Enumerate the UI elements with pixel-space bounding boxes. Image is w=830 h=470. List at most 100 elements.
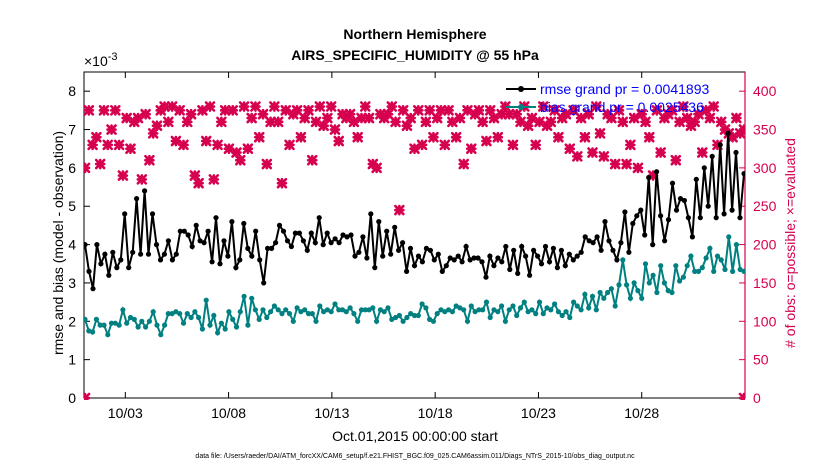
obs-marker [117,170,129,181]
obs-marker [356,112,367,124]
bias-point [650,272,656,278]
rmse-point [654,169,660,175]
rmse-point [527,272,533,278]
bias-point [207,322,213,328]
bias-point [605,289,611,296]
rmse-point [177,228,183,234]
obs-marker [549,105,560,116]
bias-point [620,257,626,263]
obs-marker [91,131,102,143]
rmse-point [467,257,473,263]
bias-point [275,307,281,313]
rmse-point [221,238,227,244]
rmse-point [205,228,211,234]
rmse-point [535,253,541,259]
obs-marker [632,162,644,174]
rmse-point [86,268,92,274]
rmse-point [233,265,239,271]
rmse-point [265,245,271,251]
obs-marker [674,116,685,128]
y-right-tick-label: 300 [753,160,777,176]
rmse-point [566,251,572,257]
obs-marker [250,101,261,112]
rmse-point [292,230,298,236]
obs-marker [231,147,242,158]
rmse-point [253,228,259,234]
rmse-point [681,197,688,204]
y-right-tick-label: 0 [753,390,761,406]
bias-point [309,311,315,317]
rmse-point [173,251,179,257]
rmse-point [471,255,477,261]
rmse-point [197,238,203,244]
rmse-point [296,230,302,236]
rmse-point [181,228,187,234]
rmse-point [400,240,406,246]
bias-point [711,268,717,274]
rmse-point [451,257,457,263]
obs-marker [284,139,295,151]
obs-marker [655,147,666,158]
bias-point [680,274,687,280]
bias-point [249,295,255,301]
bias-point [233,324,240,330]
obs-marker [113,139,125,151]
x-tick-label: 10/13 [314,405,349,421]
bias-point [589,293,596,299]
rmse-point [713,215,719,221]
rmse-point [372,265,378,271]
y-left-tick-label: 0 [68,390,76,406]
rmse-point [443,263,449,269]
y-axis-left-label: rmse and bias (model - observation) [50,131,66,355]
rmse-point [288,243,294,250]
obs-marker [681,112,693,124]
rmse-point [646,174,652,181]
obs-marker [651,105,663,116]
rmse-point [153,242,160,248]
rmse-point [360,234,366,240]
rmse-point [487,253,493,259]
rmse-point [384,228,390,234]
obs-marker [462,105,473,116]
bias-point [419,301,425,307]
legend-rmse-marker [518,86,524,92]
bias-point [726,234,732,240]
bias-point [211,312,217,319]
obs-marker [344,108,356,120]
rmse-point [106,272,112,278]
obs-marker [204,101,216,112]
bias-point [684,263,690,269]
bias-point [449,309,455,315]
bias-point [695,268,702,274]
x-tick-label: 10/18 [418,405,453,421]
bias-point [593,307,599,313]
rmse-point [658,213,664,219]
rmse-point [562,263,568,269]
obs-marker [322,112,333,124]
bias-point [661,280,668,286]
rmse-point [157,257,164,263]
rmse-point [503,243,509,250]
bias-point [582,291,588,297]
y-left-tick-label: 7 [68,122,76,138]
obs-marker [257,108,269,120]
obs-marker [621,158,632,170]
obs-marker [700,105,712,116]
bias-point [347,305,353,311]
bias-point [688,253,694,259]
obs-marker [299,112,310,124]
rmse-point [689,234,696,240]
rmse-point [84,242,88,248]
rmse-point [165,238,171,244]
rmse-point [276,222,283,228]
bias-point [252,307,258,313]
bias-point [631,280,637,286]
bias-point [196,314,202,321]
bias-point [237,309,243,315]
rmse-point [610,247,616,253]
y-left-tick-label: 5 [68,198,76,214]
obs-marker [197,105,208,116]
rmse-point [110,249,116,255]
rmse-point [332,236,338,242]
obs-marker [435,105,447,116]
